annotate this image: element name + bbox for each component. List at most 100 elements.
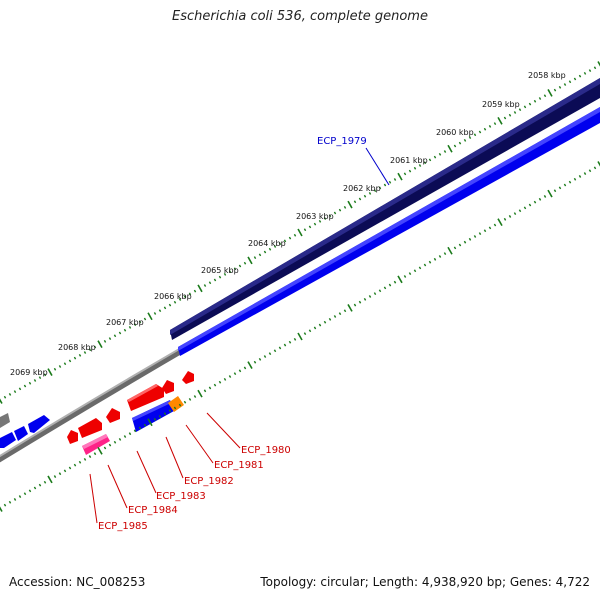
inner-scale-tick	[523, 206, 527, 210]
inner-scale-tick	[478, 232, 482, 235]
outer-scale-tick	[438, 152, 442, 156]
inner-scale-tick	[273, 349, 277, 353]
map-title: Escherichia coli 536, complete genome	[172, 9, 428, 24]
outer-scale-tick	[208, 281, 212, 285]
outer-scale-tick	[453, 144, 457, 148]
inner-scale-tick	[488, 226, 492, 230]
outer-scale-tick	[38, 376, 42, 380]
outer-scale-tick	[8, 393, 12, 396]
inner-scale-tick	[573, 177, 577, 181]
inner-scale-tick	[323, 320, 327, 324]
inner-scale-tick	[497, 218, 503, 227]
outer-scale-tick	[178, 298, 182, 301]
inner-scale-tick	[97, 446, 103, 455]
outer-scale-tick	[58, 365, 62, 368]
outer-scale-tick	[368, 192, 372, 195]
inner-scale-tick	[133, 429, 137, 433]
inner-scale-tick	[423, 263, 427, 267]
inner-scale-tick	[103, 446, 107, 450]
inner-scale-ticks	[0, 161, 600, 512]
inner-scale-tick	[18, 495, 22, 498]
outer-scale-tick	[53, 367, 57, 371]
inner-scale-tick	[563, 183, 567, 187]
tick-label-2058: 2058 kbp	[528, 71, 566, 80]
inner-scale-tick	[308, 329, 312, 333]
outer-scale-tick	[197, 284, 203, 293]
forward-gene-labels[interactable]: ECP_1979	[317, 136, 390, 186]
outer-scale-tick	[93, 345, 97, 349]
outer-scale-tick	[238, 264, 242, 268]
inner-scale-tick	[483, 229, 487, 233]
outer-scale-tick	[358, 197, 362, 201]
inner-scale-tick	[78, 460, 82, 464]
outer-scale-tick	[13, 390, 17, 394]
forward-gene-band[interactable]	[170, 78, 600, 356]
inner-scale-tick	[68, 466, 72, 470]
tick-label-2062: 2062 kbp	[343, 184, 381, 193]
inner-scale-tick	[458, 243, 462, 247]
inner-scale-tick	[138, 426, 142, 430]
inner-scale-tick	[503, 217, 507, 221]
inner-scale-tick	[438, 255, 442, 258]
outer-scale-tick	[528, 102, 532, 106]
outer-scale-tick	[78, 353, 82, 357]
outer-scale-tick	[473, 133, 477, 137]
inner-scale-tick	[433, 257, 437, 261]
outer-scale-tick	[543, 94, 547, 98]
inner-scale-tick	[583, 172, 587, 175]
inner-scale-tick	[258, 357, 262, 361]
outer-scale-tick	[147, 312, 153, 321]
outer-scale-tick	[193, 289, 197, 293]
inner-scale-tick	[228, 375, 232, 378]
tick-label-2065: 2065 kbp	[201, 266, 239, 275]
inner-scale-tick	[443, 252, 447, 255]
outer-scale-tick	[518, 108, 522, 112]
outer-scale-ticks	[0, 61, 600, 404]
inner-scale-tick	[338, 312, 342, 316]
outer-scale-tick	[113, 334, 117, 338]
inner-scale-tick	[288, 340, 292, 344]
inner-scale-tick	[88, 455, 92, 458]
outer-scale-tick	[433, 155, 437, 159]
outer-scale-tick	[218, 275, 222, 279]
inner-scale-tick	[3, 503, 7, 507]
outer-scale-tick	[318, 219, 322, 223]
forward-genes-left[interactable]	[0, 413, 50, 448]
outer-scale-tick	[68, 359, 72, 363]
outer-scale-tick	[163, 306, 167, 310]
outer-scale-tick	[323, 217, 327, 220]
reverse-genes[interactable]	[67, 371, 194, 455]
inner-scale-tick	[403, 275, 407, 278]
tick-label-2069: 2069 kbp	[10, 368, 48, 377]
gene-label-ecp-1984: ECP_1984	[128, 505, 178, 516]
inner-scale-tick	[23, 492, 27, 496]
inner-scale-tick	[43, 480, 47, 484]
outer-scale-tick	[503, 116, 507, 120]
inner-scale-tick	[538, 197, 542, 201]
outer-scale-tick	[233, 267, 237, 271]
inner-scale-tick	[243, 366, 247, 370]
tick-label-2067: 2067 kbp	[106, 318, 144, 327]
outer-scale-tick	[103, 339, 107, 343]
inner-scale-tick	[413, 269, 417, 273]
inner-scale-tick	[353, 303, 357, 307]
reverse-gene-labels[interactable]: ECP_1980 ECP_1981 ECP_1982 ECP_1983 ECP_…	[89, 412, 291, 532]
inner-scale-tick	[253, 360, 257, 364]
inner-scale-tick	[73, 463, 77, 467]
outer-scale-tick	[363, 194, 367, 198]
inner-scale-tick	[378, 289, 382, 293]
inner-scale-tick	[28, 489, 32, 493]
inner-scale-tick	[468, 237, 472, 241]
outer-scale-tick	[488, 125, 492, 128]
outer-scale-tick	[328, 214, 332, 218]
inner-scale-tick	[143, 423, 147, 427]
outer-scale-tick	[597, 61, 600, 67]
inner-scale-tick	[547, 189, 553, 198]
outer-scale-tick	[493, 122, 497, 126]
inner-scale-tick	[363, 297, 367, 301]
outer-scale-tick	[563, 83, 567, 86]
inner-scale-tick	[368, 295, 372, 298]
inner-scale-tick	[8, 500, 12, 504]
inner-scale-tick	[313, 326, 317, 330]
